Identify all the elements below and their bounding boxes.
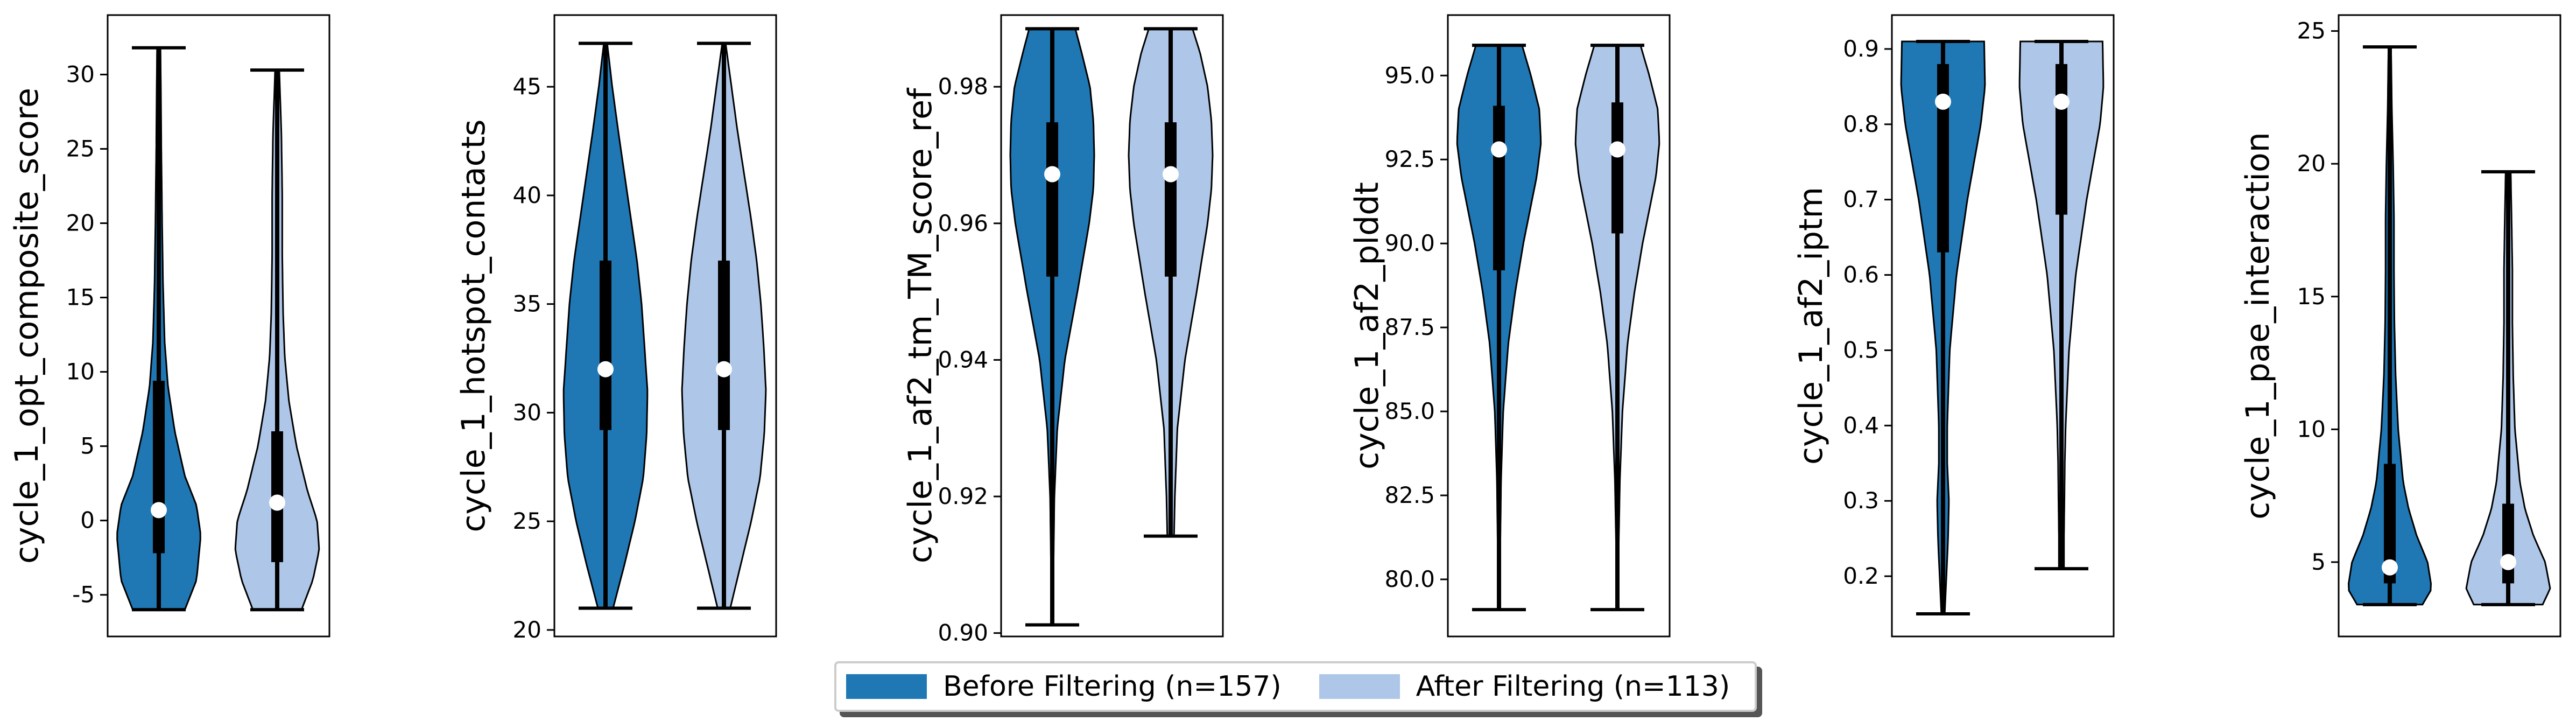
violin-panel-1: -5 0 5 10 15 20 25 30 cycle_1_opt_composite_scor… [8,14,330,638]
y-tick-label: 0.9 [1843,36,1879,62]
y-tick-label: 25 [66,135,95,162]
y-axis-label: cycle_1_hotspot_contacts [455,120,492,533]
iqr-box [1493,106,1505,271]
violin-panel-4: 80.0 82.5 85.0 87.5 90.0 92.5 95.0 cycle_1_af2_… [1348,14,1671,638]
median-marker [2382,559,2398,576]
violin-panel-3: 0.90 0.92 0.94 0.96 0.98cycle_1_af2_tm_TM_sc… [902,14,1224,646]
iqr-box [2384,464,2396,584]
y-tick-label: 20 [2297,150,2326,177]
y-tick-label: 0.96 [938,210,988,236]
y-axis-label: cycle_1_opt_composite_score [8,88,46,564]
y-tick-label: 0.6 [1843,262,1879,288]
legend-label-after: After Filtering (n=113) [1416,670,1730,703]
median-marker [1491,141,1507,158]
axes-frame [2338,14,2561,638]
y-tick-label: 82.5 [1384,482,1435,508]
legend-swatch-after [1319,674,1400,699]
legend-label-before: Before Filtering (n=157) [943,670,1282,703]
y-tick-label: 0.94 [938,346,988,373]
y-tick-label: 25 [2297,18,2326,44]
y-tick-label: 0.5 [1843,337,1879,363]
y-tick-label: 92.5 [1384,146,1435,172]
y-tick-label: 15 [66,284,95,311]
y-tick-label: 20 [66,210,95,236]
axes-frame [107,14,330,638]
iqr-box [2056,64,2067,215]
median-marker [151,502,167,519]
y-tick-label: 15 [2297,283,2326,310]
y-tick-label: 30 [66,61,95,87]
y-tick-label: 0.4 [1843,412,1879,438]
y-tick-label: 10 [66,359,95,385]
y-tick-label: 0.7 [1843,186,1879,213]
axes-frame [1000,14,1224,638]
legend-swatch-before [846,674,927,699]
iqr-box [1165,122,1177,277]
y-axis-label: cycle_1_af2_tm_TM_score_ref [902,87,939,563]
legend-item-before: Before Filtering (n=157) [846,670,1282,703]
y-tick-label: 0.98 [938,73,988,100]
median-marker [1163,166,1179,183]
legend-item-after: After Filtering (n=113) [1319,670,1730,703]
median-marker [269,494,285,511]
y-tick-label: 95.0 [1384,62,1435,88]
iqr-box [153,381,165,554]
y-tick-label: 40 [513,182,541,208]
iqr-box [1937,64,1949,253]
y-tick-label: 85.0 [1384,398,1435,424]
y-axis-label: cycle_1_pae_interaction [2239,132,2277,520]
y-tick-label: 0.90 [938,620,988,646]
y-tick-label: 45 [513,73,541,100]
median-marker [1935,93,1951,110]
iqr-box [600,260,611,430]
median-marker [2500,554,2516,570]
iqr-box [1611,102,1623,234]
y-tick-label: 5 [80,433,95,459]
y-tick-label: 30 [513,399,541,425]
violin-panel-5: 0.2 0.3 0.4 0.5 0.6 0.7 0.8 0.9 cycle_1_af2_iptm [1792,14,2115,638]
axes-frame [553,14,777,638]
y-tick-label: 35 [513,291,541,317]
median-marker [2053,93,2070,110]
y-axis-label: cycle_1_af2_iptm [1792,187,1830,465]
y-tick-label: 0.92 [938,483,988,509]
y-tick-label: 5 [2311,549,2326,575]
y-tick-label: 25 [513,508,541,534]
y-tick-label: 87.5 [1384,314,1435,340]
median-marker [716,361,732,377]
y-tick-label: 90.0 [1384,230,1435,256]
iqr-box [2502,503,2514,584]
median-marker [1609,141,1625,158]
y-tick-label: 0.3 [1843,487,1879,514]
y-tick-label: 0.2 [1843,563,1879,589]
violin-panel-2: 20 25 30 35 40 45 cycle_1_hotspot_contacts [455,14,777,643]
y-tick-label: -5 [72,582,95,608]
median-marker [597,361,614,377]
y-axis-label: cycle_1_af2_plddt [1348,182,1386,470]
y-tick-label: 0 [80,507,95,534]
violin-panel-6: 5 10 15 20 25 cycle_1_pae_interaction [2239,14,2561,638]
legend: Before Filtering (n=157) After Filtering… [834,661,1757,712]
median-marker [1044,166,1060,183]
iqr-box [718,260,730,430]
y-tick-label: 80.0 [1384,566,1435,592]
iqr-box [1046,122,1058,277]
y-tick-label: 10 [2297,416,2326,442]
axes-frame [1891,14,2115,638]
axes-frame [1447,14,1671,638]
y-tick-label: 20 [513,617,541,643]
y-tick-label: 0.8 [1843,111,1879,137]
